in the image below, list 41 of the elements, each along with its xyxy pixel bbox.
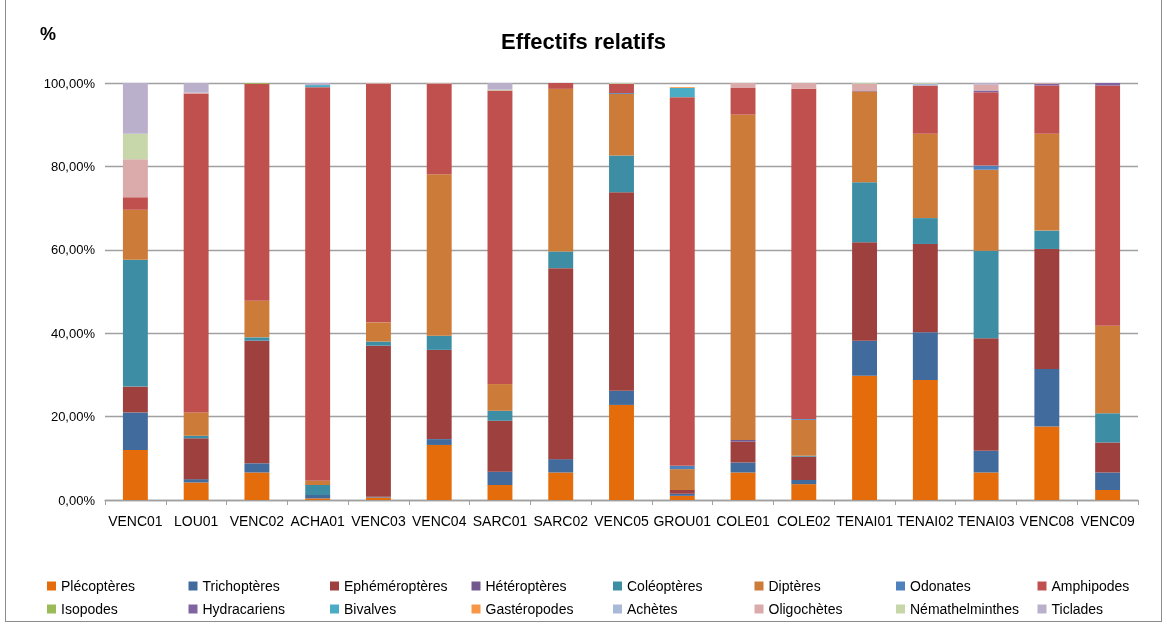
y-axis-title: % xyxy=(40,24,57,44)
legend-label: Isopodes xyxy=(61,601,118,617)
x-tick-label: VENC03 xyxy=(351,513,406,529)
legend-label: Odonates xyxy=(910,578,971,594)
x-tick-label: GROU01 xyxy=(653,513,712,529)
x-tick-label: TENAI02 xyxy=(896,513,954,529)
x-tick-label: VENC05 xyxy=(594,513,649,529)
y-tick-label: 60,00% xyxy=(50,242,96,258)
legend-label: Diptères xyxy=(768,578,821,594)
x-tick-label: TENAI03 xyxy=(957,513,1015,529)
legend-label: Ticlades xyxy=(1051,601,1104,617)
x-tick-label: VENC01 xyxy=(108,513,163,529)
y-tick-label: 100,00% xyxy=(43,75,96,91)
chart-title: Effectifs relatifs xyxy=(500,28,667,54)
legend-label: Némathelminthes xyxy=(910,601,1019,617)
legend-label: Plécoptères xyxy=(61,578,135,594)
legend-label: Bivalves xyxy=(344,601,397,617)
x-tick-label: COLE01 xyxy=(716,513,771,529)
x-tick-label: VENC04 xyxy=(411,513,467,529)
x-tick-label: VENC09 xyxy=(1080,513,1136,529)
legend-label: Oligochètes xyxy=(768,601,843,617)
legend-label: Ephéméroptères xyxy=(344,578,448,594)
y-tick-label: 40,00% xyxy=(50,325,96,341)
legend-label: Hétéroptères xyxy=(485,578,567,594)
legend-label: Trichoptères xyxy=(202,578,280,594)
y-tick-label: 0,00% xyxy=(58,492,96,508)
x-tick-label: SARC02 xyxy=(533,513,589,529)
x-tick-label: LOU01 xyxy=(173,513,219,529)
legend-label: Coléoptères xyxy=(627,578,703,594)
x-tick-label: SARC01 xyxy=(472,513,528,529)
legend-label: Achètes xyxy=(627,601,678,617)
y-tick-label: 20,00% xyxy=(50,409,96,425)
x-tick-label: TENAI01 xyxy=(836,513,894,529)
legend-label: Gastéropodes xyxy=(485,601,574,617)
x-tick-label: VENC02 xyxy=(229,513,285,529)
y-tick-label: 80,00% xyxy=(50,158,96,174)
x-tick-label: COLE02 xyxy=(776,513,831,529)
legend-label: Amphipodes xyxy=(1051,578,1130,594)
x-tick-label: VENC08 xyxy=(1019,513,1075,529)
legend-label: Hydracariens xyxy=(202,601,285,617)
x-tick-label: ACHA01 xyxy=(290,513,346,529)
